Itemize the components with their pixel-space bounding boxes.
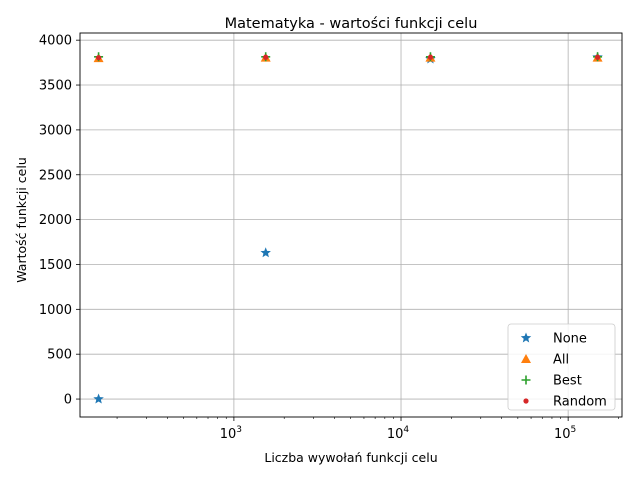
series-random <box>95 54 601 61</box>
point-none <box>93 393 104 404</box>
legend-label-random: Random <box>553 395 607 410</box>
point-random <box>95 55 102 61</box>
legend-marker-best <box>521 375 531 385</box>
y-tick-label: 2500 <box>39 168 72 183</box>
point-random <box>263 54 269 60</box>
y-axis-ticks: 0 500 1000 1500 2000 2500 3000 3500 4000 <box>39 34 80 408</box>
x-axis-ticks: 103 104 105 <box>116 417 619 442</box>
x-tick-label: 105 <box>554 425 576 442</box>
y-tick-label: 0 <box>64 393 72 408</box>
y-axis-label: Wartość funkcji celu <box>14 157 29 283</box>
legend-marker-random <box>523 398 529 404</box>
y-tick-label: 4000 <box>39 34 72 49</box>
chart-title: Matematyka - wartości funkcji celu <box>225 16 478 32</box>
point-none <box>260 247 271 258</box>
legend-label-all: All <box>553 353 569 368</box>
legend-marker-all <box>521 354 531 363</box>
x-axis-label: Liczba wywołań funkcji celu <box>264 450 437 465</box>
grid-lines <box>80 33 622 417</box>
data-points <box>93 51 603 404</box>
legend-box <box>507 323 616 411</box>
y-tick-label: 3500 <box>39 79 72 94</box>
y-tick-label: 2000 <box>39 213 72 228</box>
point-random <box>427 54 434 60</box>
point-random <box>594 54 601 60</box>
legend-label-best: Best <box>553 374 582 389</box>
legend: None All Best Random <box>507 323 616 411</box>
legend-marker-none <box>520 332 532 343</box>
y-tick-label: 1000 <box>39 303 72 318</box>
y-tick-label: 1500 <box>39 258 72 273</box>
y-tick-label: 500 <box>47 348 72 363</box>
legend-label-none: None <box>553 332 587 347</box>
y-tick-label: 3000 <box>39 123 72 138</box>
x-tick-label: 104 <box>387 425 410 442</box>
x-tick-label: 103 <box>220 425 242 442</box>
